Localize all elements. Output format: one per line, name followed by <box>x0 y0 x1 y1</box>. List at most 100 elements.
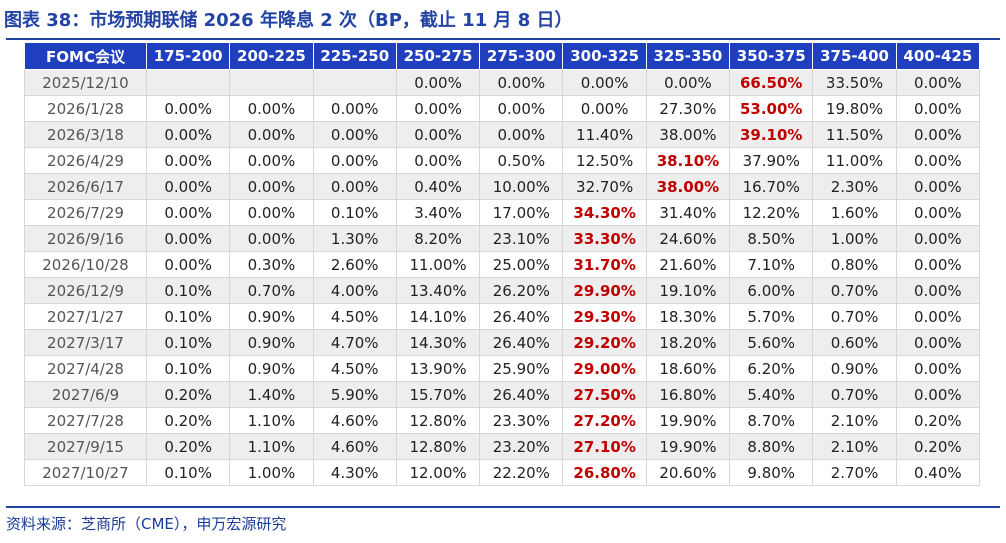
probability-cell: 5.70% <box>729 303 814 330</box>
probability-cell-max: 27.50% <box>562 381 647 408</box>
probability-cell: 0.00% <box>145 147 231 174</box>
probability-cell: 2.60% <box>312 251 397 278</box>
probability-cell: 19.90% <box>645 407 731 434</box>
meeting-date-cell: 2027/1/27 <box>24 303 147 330</box>
probability-cell: 0.00% <box>479 69 564 96</box>
probability-cell-max: 31.70% <box>562 251 647 278</box>
probability-cell: 0.00% <box>895 121 981 148</box>
probability-cell: 0.00% <box>229 95 314 122</box>
probability-cell: 0.00% <box>895 225 981 252</box>
probability-cell: 0.00% <box>145 95 231 122</box>
probability-cell: 12.80% <box>395 407 481 434</box>
probability-cell: 8.80% <box>729 433 814 460</box>
probability-cell: 4.50% <box>312 355 397 382</box>
probability-cell: 32.70% <box>562 173 647 200</box>
probability-cell: 0.00% <box>395 95 481 122</box>
title-divider <box>6 38 1000 40</box>
chart-title: 图表 38：市场预期联储 2026 年降息 2 次（BP，截止 11 月 8 日… <box>4 10 573 31</box>
probability-cell: 4.50% <box>312 303 397 330</box>
column-header-range: 225-250 <box>312 42 397 70</box>
table-row: 2027/6/9 0.20% 1.40% 5.90% 15.70% 26.40% 27.50… <box>24 381 981 408</box>
probability-cell-max: 26.80% <box>562 459 647 486</box>
probability-cell: 10.00% <box>479 173 564 200</box>
probability-cell: 12.20% <box>729 199 814 226</box>
column-header-range: 400-425 <box>895 42 981 70</box>
probability-cell: 3.40% <box>395 199 481 226</box>
probability-cell-max: 27.10% <box>562 433 647 460</box>
table-row: 2026/4/29 0.00% 0.00% 0.00% 0.00% 0.50% 12.50%… <box>24 147 981 174</box>
meeting-date-cell: 2027/9/15 <box>24 433 147 460</box>
probability-cell-max: 66.50% <box>729 69 814 96</box>
probability-cell-max: 29.20% <box>562 329 647 356</box>
probability-cell: 24.60% <box>645 225 731 252</box>
column-header-range: 300-325 <box>562 42 647 70</box>
table-row: 2026/9/16 0.00% 0.00% 1.30% 8.20% 23.10% 33.30… <box>24 225 981 252</box>
table-row: 2026/12/9 0.10% 0.70% 4.00% 13.40% 26.20% 29.9… <box>24 277 981 304</box>
fomc-probability-table: FOMC会议 175-200 200-225 225-250 250-275 275-30… <box>24 42 981 486</box>
probability-cell: 16.70% <box>729 173 814 200</box>
table-row: 2027/4/28 0.10% 0.90% 4.50% 13.90% 25.90% 29.0… <box>24 355 981 382</box>
table-row: 2026/3/18 0.00% 0.00% 0.00% 0.00% 0.00% 11.40%… <box>24 121 981 148</box>
meeting-date-cell: 2027/4/28 <box>24 355 147 382</box>
probability-cell: 26.40% <box>479 329 564 356</box>
footer-divider <box>6 506 1000 508</box>
meeting-date-cell: 2026/12/9 <box>24 277 147 304</box>
table-row: 2026/1/28 0.00% 0.00% 0.00% 0.00% 0.00% 0.00% 2… <box>24 95 981 122</box>
probability-cell: 26.40% <box>479 303 564 330</box>
probability-cell: 0.10% <box>145 277 231 304</box>
meeting-date-cell: 2026/3/18 <box>24 121 147 148</box>
meeting-date-cell: 2026/1/28 <box>24 95 147 122</box>
probability-cell: 0.20% <box>145 381 231 408</box>
probability-cell: 11.00% <box>395 251 481 278</box>
probability-cell: 1.60% <box>812 199 897 226</box>
probability-cell: 4.30% <box>312 459 397 486</box>
probability-cell <box>312 69 397 96</box>
probability-cell: 0.00% <box>895 381 981 408</box>
column-header-range: 325-350 <box>645 42 731 70</box>
probability-cell: 26.40% <box>479 381 564 408</box>
probability-cell: 8.20% <box>395 225 481 252</box>
probability-cell: 38.00% <box>645 121 731 148</box>
probability-cell: 19.10% <box>645 277 731 304</box>
table-row: 2027/9/15 0.20% 1.10% 4.60% 12.80% 23.20% 27.1… <box>24 433 981 460</box>
probability-cell: 0.00% <box>312 147 397 174</box>
probability-cell: 37.90% <box>729 147 814 174</box>
probability-cell: 15.70% <box>395 381 481 408</box>
probability-cell: 31.40% <box>645 199 731 226</box>
column-header-range: 350-375 <box>729 42 814 70</box>
probability-cell: 0.20% <box>895 433 981 460</box>
probability-cell: 0.00% <box>895 355 981 382</box>
probability-cell: 1.10% <box>229 407 314 434</box>
probability-cell: 0.10% <box>312 199 397 226</box>
probability-cell: 0.40% <box>895 459 981 486</box>
probability-cell: 0.70% <box>812 303 897 330</box>
probability-cell: 0.00% <box>479 95 564 122</box>
probability-cell: 0.60% <box>812 329 897 356</box>
probability-cell: 0.70% <box>229 277 314 304</box>
probability-cell: 0.10% <box>145 303 231 330</box>
probability-cell: 11.00% <box>812 147 897 174</box>
probability-cell: 0.00% <box>895 251 981 278</box>
probability-cell-max: 38.10% <box>645 147 731 174</box>
column-header-meeting: FOMC会议 <box>24 42 147 70</box>
probability-cell: 7.10% <box>729 251 814 278</box>
probability-cell: 13.90% <box>395 355 481 382</box>
probability-cell: 5.60% <box>729 329 814 356</box>
probability-cell: 20.60% <box>645 459 731 486</box>
probability-cell: 19.80% <box>812 95 897 122</box>
table-row: 2026/10/28 0.00% 0.30% 2.60% 11.00% 25.00% 31.… <box>24 251 981 278</box>
probability-cell-max: 27.20% <box>562 407 647 434</box>
table-row: 2027/7/28 0.20% 1.10% 4.60% 12.80% 23.30% 27.2… <box>24 407 981 434</box>
probability-cell: 9.80% <box>729 459 814 486</box>
probability-cell: 0.20% <box>145 407 231 434</box>
probability-cell: 0.00% <box>229 225 314 252</box>
probability-cell: 18.20% <box>645 329 731 356</box>
meeting-date-cell: 2026/4/29 <box>24 147 147 174</box>
probability-cell: 0.00% <box>312 95 397 122</box>
probability-cell: 0.00% <box>395 69 481 96</box>
probability-cell: 0.00% <box>895 95 981 122</box>
meeting-date-cell: 2025/12/10 <box>24 69 147 96</box>
probability-cell: 14.30% <box>395 329 481 356</box>
probability-cell-max: 29.30% <box>562 303 647 330</box>
probability-cell: 18.30% <box>645 303 731 330</box>
